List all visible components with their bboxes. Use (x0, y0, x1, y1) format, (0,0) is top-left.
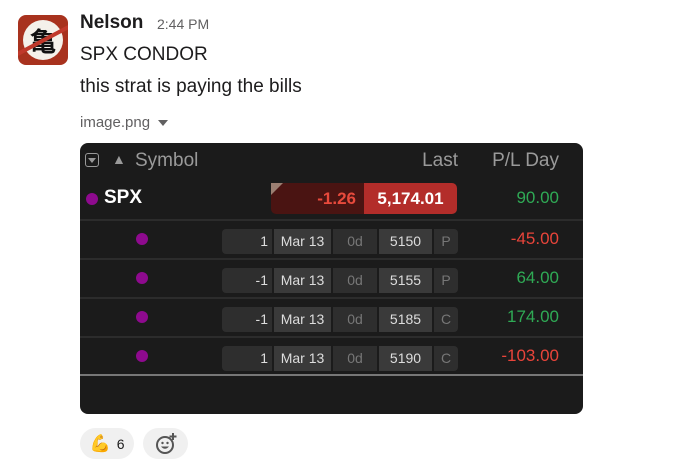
reaction-flexed-biceps[interactable]: 💪 6 (80, 428, 134, 459)
positions-table-image[interactable]: ▲ Symbol Last P/L Day SPX -1.26 5,174.01… (80, 143, 583, 414)
add-emoji-icon (155, 432, 176, 454)
flexed-biceps-icon: 💪 (89, 433, 111, 453)
leg-expiry: Mar 13 (274, 229, 331, 254)
leg-row: 1 Mar 13 0d 5190 C -103.00 (80, 336, 583, 375)
divider (80, 374, 583, 376)
add-reaction-button[interactable] (143, 428, 188, 459)
leg-strike: 5150 (379, 229, 432, 254)
leg-dte: 0d (333, 229, 377, 254)
dot-icon (136, 272, 148, 284)
leg-qty: -1 (222, 268, 272, 293)
net-change: -1.26 (271, 183, 364, 214)
dot-icon (136, 233, 148, 245)
pl-day: 64.00 (516, 268, 559, 287)
dot-icon (86, 193, 98, 205)
leg-type: C (434, 346, 458, 371)
pl-day: -103.00 (501, 346, 559, 365)
leg-dte: 0d (333, 307, 377, 332)
leg-dte: 0d (333, 346, 377, 371)
header-last: Last (422, 150, 458, 171)
table-header: ▲ Symbol Last P/L Day (80, 143, 583, 180)
author-name[interactable]: Nelson (80, 12, 144, 33)
leg-expiry: Mar 13 (274, 307, 331, 332)
pl-day: -45.00 (510, 229, 559, 248)
symbol: SPX (104, 187, 143, 208)
message-line: this strat is paying the bills (80, 76, 302, 97)
dropdown-icon (85, 153, 99, 167)
leg-expiry: Mar 13 (274, 268, 331, 293)
leg-row: 1 Mar 13 0d 5150 P -45.00 (80, 219, 583, 258)
underlying-row: SPX -1.26 5,174.01 90.00 (80, 180, 583, 219)
caret-down-icon (158, 120, 169, 127)
dot-icon (136, 311, 148, 323)
attachment-name: image.png (80, 114, 151, 131)
last-price: 5,174.01 (364, 183, 457, 214)
timestamp[interactable]: 2:44 PM (157, 16, 210, 32)
leg-qty: 1 (222, 229, 272, 254)
leg-dte: 0d (333, 268, 377, 293)
header-symbol: Symbol (135, 150, 199, 171)
reaction-count: 6 (116, 435, 125, 452)
attachment-toggle[interactable]: image.png (80, 114, 169, 131)
leg-strike: 5155 (379, 268, 432, 293)
header-pl-day: P/L Day (492, 150, 559, 171)
leg-row: -1 Mar 13 0d 5185 C 174.00 (80, 297, 583, 336)
avatar[interactable]: 亀 (18, 15, 68, 65)
pl-day: 174.00 (507, 307, 559, 326)
leg-strike: 5185 (379, 307, 432, 332)
sort-up-icon: ▲ (112, 151, 126, 167)
leg-qty: -1 (222, 307, 272, 332)
leg-strike: 5190 (379, 346, 432, 371)
dot-icon (136, 350, 148, 362)
leg-type: C (434, 307, 458, 332)
leg-expiry: Mar 13 (274, 346, 331, 371)
leg-qty: 1 (222, 346, 272, 371)
leg-row: -1 Mar 13 0d 5155 P 64.00 (80, 258, 583, 297)
message-line: SPX CONDOR (80, 44, 208, 65)
pl-day: 90.00 (516, 188, 559, 207)
leg-type: P (434, 229, 458, 254)
leg-type: P (434, 268, 458, 293)
